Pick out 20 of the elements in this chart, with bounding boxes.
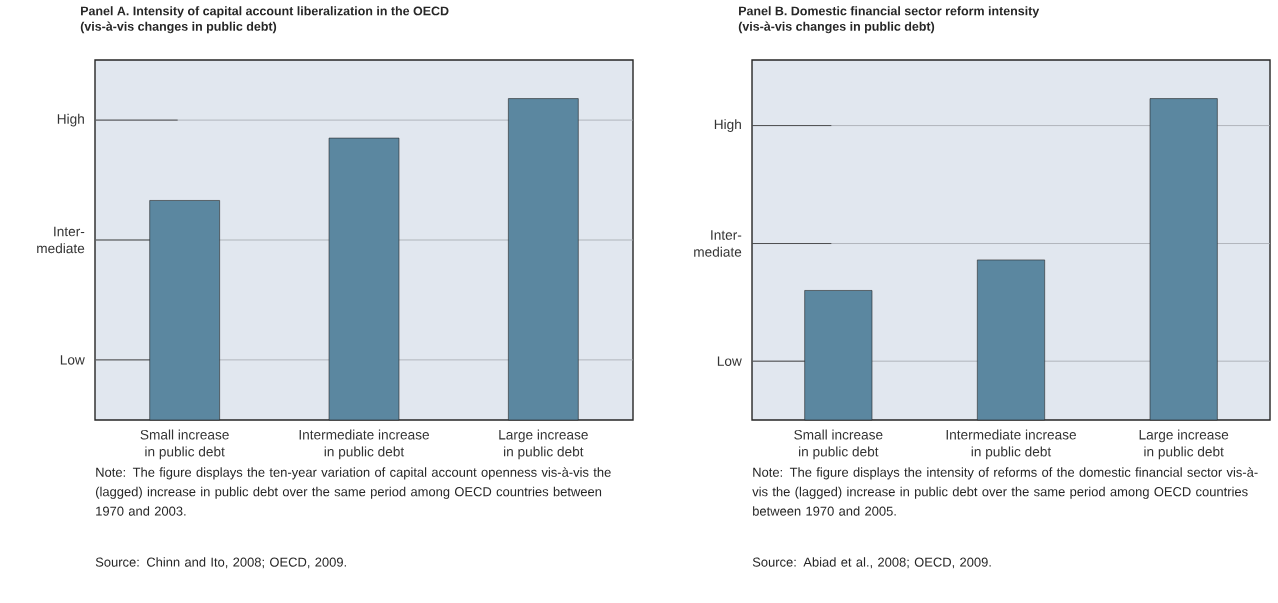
- x-tick-label: Large increase in public debt: [499, 429, 588, 460]
- ref-line-label: Inter-mediate: [694, 230, 742, 257]
- chart-title: Panel A. Intensity of capital account liberalization in the OECD: [81, 6, 449, 18]
- text: Note: The figure displays the intensity of reforms of the domestic financial sector vis-à-vis the (lagged) increase in public debt over the same period among OECD countries between 1970 and 2005.: [752, 467, 1258, 516]
- ref-line-label: High: [714, 119, 741, 132]
- chart-title: Panel B. Domestic financial sector reform intensity: [739, 6, 1040, 18]
- x-tick-label: Small increase in public debt: [794, 429, 883, 460]
- x-tick-label: Large increase in public debt: [1139, 429, 1229, 460]
- ref-line-label: Inter-mediate: [37, 226, 85, 254]
- x-tick-label: Intermediate increase in public debt: [946, 429, 1076, 460]
- source-note: Source: Chinn and Ito, 2008; OECD, 2009.: [95, 557, 346, 569]
- chart-subtitle: (vis-à-vis changes in public debt): [80, 21, 277, 34]
- chart-subtitle: (vis-à-vis changes in public debt): [738, 21, 935, 34]
- x-tick-label: Small increase in public debt: [140, 429, 229, 460]
- ref-line-label: Low: [60, 355, 85, 365]
- ref-line-label: High: [57, 113, 84, 127]
- text: Note: The figure displays the ten-year variation of capital account openness vis-à-vis the (lagged) increase in public debt over the same period among OECD countries between 1970 and 2003.: [96, 467, 611, 516]
- source-note: Source: Abiad et al., 2008; OECD, 2009.: [752, 557, 991, 569]
- ref-line-label: Low: [717, 356, 742, 366]
- x-tick-label: Intermediate increase in public debt: [299, 429, 429, 460]
